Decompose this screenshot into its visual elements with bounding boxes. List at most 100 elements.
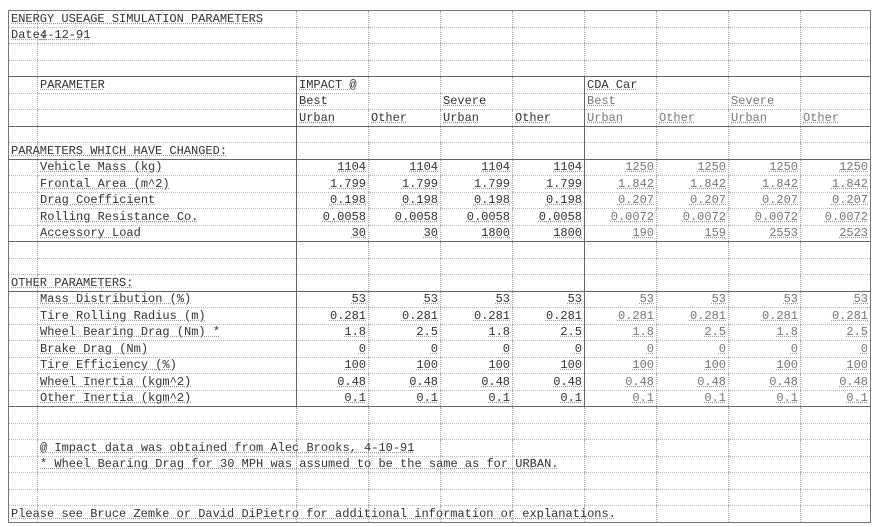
parameter-value: 0 — [800, 340, 871, 358]
cell — [728, 505, 801, 523]
parameter-value: 0.1 — [368, 390, 441, 407]
cell — [656, 27, 729, 44]
cell — [584, 505, 657, 523]
cell — [8, 357, 38, 374]
parameter-value: 1250 — [584, 159, 657, 176]
parameter-label: Tire Rolling Radius (m) — [37, 307, 297, 325]
parameter-value: 0.0072 — [800, 208, 871, 226]
cell — [656, 43, 729, 61]
cell — [728, 489, 801, 506]
parameter-value: 1250 — [697, 160, 726, 174]
parameter-value: 0.48 — [337, 374, 366, 389]
cell — [728, 60, 801, 77]
parameter-value: 53 — [351, 292, 366, 306]
parameter-header: PARAMETER — [37, 76, 297, 94]
parameter-row: Tire Rolling Radius (m) 0.281 0.281 0.281 0.… — [8, 307, 871, 325]
parameter-row: Accessory Load 30 30 1800 1800 190 159 2553 2523 — [8, 225, 871, 242]
parameter-value: 30 — [368, 225, 441, 242]
parameter-value: 2523 — [800, 225, 871, 242]
cell — [728, 126, 801, 143]
parameter-value: 0.48 — [625, 374, 654, 389]
parameter-value: 0 — [860, 341, 868, 356]
cell — [512, 406, 585, 424]
parameter-value: 159 — [656, 225, 729, 242]
cell — [656, 456, 729, 473]
parameter-value: 53 — [567, 292, 582, 306]
parameter-value: 30 — [351, 226, 366, 240]
parameter-value: 1.799 — [512, 175, 585, 193]
parameter-value: 2553 — [728, 225, 801, 242]
cell — [800, 142, 871, 160]
parameter-value: 100 — [560, 358, 582, 372]
cell — [37, 489, 297, 506]
parameter-value: 53 — [783, 292, 798, 306]
parameter-value: 0 — [646, 341, 654, 356]
cell — [728, 423, 801, 440]
parameter-value: 0.0058 — [512, 208, 585, 226]
cell — [368, 27, 441, 44]
parameter-value: 100 — [488, 358, 510, 372]
parameter-value: 0.281 — [473, 308, 510, 323]
parameter-value: 53 — [584, 291, 657, 308]
parameter-value: 100 — [728, 357, 801, 374]
parameter-label: Drag Coefficient — [40, 193, 156, 207]
parameter-value: 2.5 — [368, 324, 441, 341]
parameter-value: 100 — [296, 357, 369, 374]
parameter-label: Other Inertia (kgm^2) — [37, 390, 297, 407]
parameter-label: Wheel Inertia (kgm^2) — [40, 374, 192, 389]
cell — [584, 142, 657, 160]
blank-row — [8, 472, 871, 490]
cell — [800, 126, 871, 143]
cell — [37, 10, 297, 28]
parameter-row: Other Inertia (kgm^2) 0.1 0.1 0.1 0.1 0.1 0.1 0… — [8, 390, 871, 407]
cell — [440, 423, 513, 440]
cell — [512, 258, 585, 275]
parameter-value: 1104 — [296, 159, 369, 176]
cell — [37, 43, 297, 61]
column-header: Other — [512, 109, 585, 127]
parameter-label: Vehicle Mass (kg) — [40, 160, 163, 174]
parameter-value: 2553 — [769, 226, 798, 240]
cell — [440, 406, 513, 424]
cell — [296, 274, 369, 292]
parameter-value: 1.842 — [617, 176, 654, 191]
parameter-label: Wheel Inertia (kgm^2) — [37, 373, 297, 391]
parameter-value: 0.0058 — [368, 208, 441, 226]
cell — [656, 489, 729, 506]
parameter-value: 0.198 — [440, 192, 513, 209]
parameter-value: 1.842 — [761, 176, 798, 191]
parameter-value: 1104 — [440, 159, 513, 176]
cell — [8, 291, 38, 308]
cell — [368, 241, 441, 259]
cell — [512, 142, 585, 160]
cell — [440, 456, 513, 473]
parameter-value: 2.5 — [416, 325, 438, 339]
parameter-value: 0.207 — [728, 192, 801, 209]
blank-row — [8, 126, 871, 143]
cell — [8, 439, 38, 457]
cell — [37, 505, 297, 523]
parameter-value: 100 — [368, 357, 441, 374]
parameter-value: 1.799 — [296, 175, 369, 193]
parameter-value: 0.48 — [839, 374, 868, 389]
parameter-row: Brake Drag (Nm) 0 0 0 0 0 0 0 0 — [8, 340, 871, 358]
cell — [440, 27, 513, 44]
parameter-value: 0.0072 — [824, 209, 868, 224]
parameter-value: 2.5 — [512, 324, 585, 341]
parameter-value: 0.281 — [831, 308, 868, 323]
cell — [584, 456, 657, 473]
parameter-value: 100 — [800, 357, 871, 374]
cell — [368, 10, 441, 28]
parameter-value: 0.0058 — [394, 209, 438, 224]
parameter-value: 0.48 — [800, 373, 871, 391]
cell — [8, 373, 38, 391]
parameter-label: Frontal Area (m^2) — [40, 176, 170, 191]
parameter-row: Rolling Resistance Co. 0.0058 0.0058 0.0058… — [8, 208, 871, 226]
parameter-value: 1104 — [512, 159, 585, 176]
date-label: Date: — [8, 27, 47, 44]
parameter-label: Vehicle Mass (kg) — [37, 159, 297, 176]
column-subheader: Severe — [728, 93, 801, 110]
parameter-value: 0.207 — [761, 193, 798, 207]
parameter-value: 0.207 — [800, 192, 871, 209]
parameter-label: Tire Efficiency (%) — [37, 357, 297, 374]
